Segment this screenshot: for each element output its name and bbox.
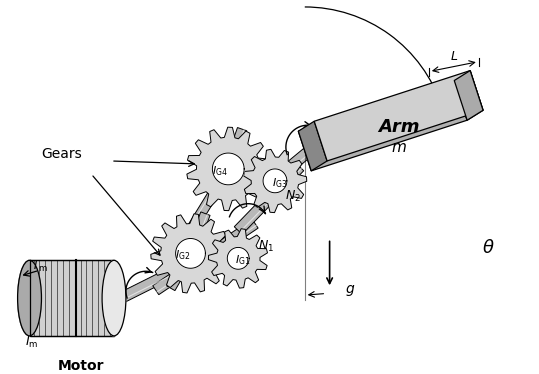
- Polygon shape: [108, 258, 193, 308]
- Text: $N_2$: $N_2$: [285, 189, 301, 204]
- Text: $L$: $L$: [450, 50, 458, 63]
- Ellipse shape: [18, 260, 42, 336]
- Polygon shape: [151, 214, 230, 293]
- Text: Arm: Arm: [378, 118, 420, 136]
- Text: $m$: $m$: [391, 140, 407, 154]
- Text: $T_{\rm m}$: $T_{\rm m}$: [31, 259, 48, 274]
- Text: $g$: $g$: [344, 283, 355, 298]
- Ellipse shape: [102, 260, 126, 336]
- Text: Motor: Motor: [58, 359, 105, 373]
- Polygon shape: [153, 219, 258, 295]
- Polygon shape: [181, 166, 232, 241]
- Polygon shape: [234, 163, 304, 234]
- Polygon shape: [314, 71, 483, 161]
- Polygon shape: [209, 229, 267, 288]
- Polygon shape: [176, 239, 205, 268]
- Polygon shape: [286, 130, 333, 171]
- Polygon shape: [212, 153, 244, 185]
- Polygon shape: [30, 260, 114, 336]
- Polygon shape: [454, 71, 483, 120]
- Polygon shape: [167, 251, 195, 291]
- Polygon shape: [18, 260, 30, 336]
- Text: $I_{\rm G1}$: $I_{\rm G1}$: [236, 254, 251, 267]
- Text: $\theta$: $\theta$: [482, 239, 495, 257]
- Polygon shape: [263, 169, 287, 193]
- Text: Gears: Gears: [42, 147, 82, 161]
- Polygon shape: [224, 128, 247, 171]
- Polygon shape: [298, 121, 327, 171]
- Text: $I_{\rm G2}$: $I_{\rm G2}$: [175, 248, 190, 262]
- Text: $I_{\rm G4}$: $I_{\rm G4}$: [212, 164, 228, 178]
- Polygon shape: [186, 212, 210, 255]
- Polygon shape: [454, 71, 483, 120]
- Text: $N_1$: $N_1$: [258, 239, 274, 254]
- Polygon shape: [187, 127, 270, 211]
- Polygon shape: [244, 149, 307, 213]
- Text: $I_{\rm m}$: $I_{\rm m}$: [25, 335, 38, 350]
- Polygon shape: [298, 80, 467, 171]
- Polygon shape: [227, 248, 249, 269]
- Text: $I_{\rm G3}$: $I_{\rm G3}$: [272, 176, 288, 190]
